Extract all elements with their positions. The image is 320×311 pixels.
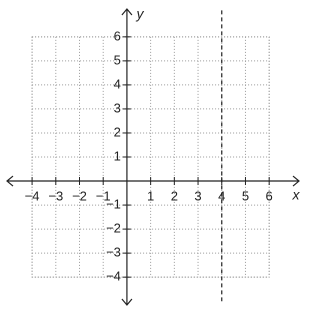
y-tick-label: 4 — [114, 76, 121, 91]
arrow — [292, 175, 300, 187]
y-tick-label: −2 — [106, 221, 121, 236]
y-tick-label: −3 — [106, 245, 121, 260]
y-tick-label: 5 — [114, 52, 121, 67]
y-tick-label: 6 — [114, 28, 121, 43]
x-tick-label: −2 — [72, 188, 87, 203]
x-tick-label: 3 — [194, 188, 201, 203]
arrow — [121, 8, 133, 16]
x-axis-label: x — [292, 187, 301, 203]
x-tick-label: 2 — [171, 188, 178, 203]
y-tick-label: 1 — [114, 148, 121, 163]
x-tick-label: 1 — [147, 188, 154, 203]
y-tick-label: 2 — [114, 124, 121, 139]
y-tick-label: −4 — [106, 269, 121, 284]
y-tick-label: −1 — [106, 197, 121, 212]
x-tick-label: 5 — [242, 188, 249, 203]
x-tick-label: −4 — [25, 188, 40, 203]
x-tick-label: 6 — [266, 188, 273, 203]
y-tick-label: 3 — [114, 100, 121, 115]
x-tick-label: −3 — [48, 188, 63, 203]
arrow — [6, 175, 14, 187]
y-axis-label: y — [136, 6, 145, 22]
arrow — [121, 298, 133, 306]
x-tick-label: −1 — [96, 188, 111, 203]
